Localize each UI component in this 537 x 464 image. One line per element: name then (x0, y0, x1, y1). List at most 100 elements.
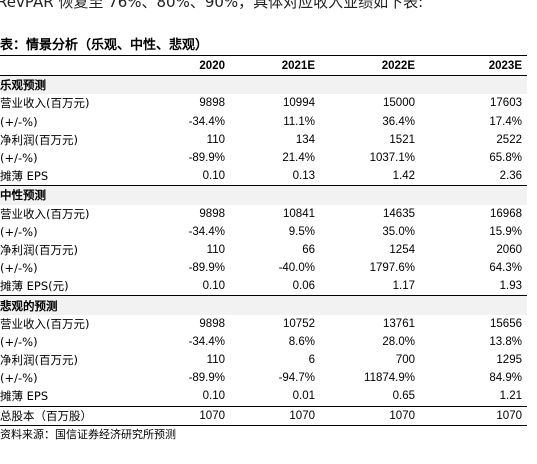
row-label: 净利润(百万元) (0, 242, 78, 257)
value-cell: 13.8% (489, 335, 522, 348)
data-row: 营业收入(百万元) 9898 10841 14635 16968 (0, 205, 527, 223)
value-cell: 110 (206, 133, 225, 146)
data-row: 净利润(百万元) 110 6 700 1295 (0, 351, 527, 369)
table-body: 2020 2021E 2022E 2023E 乐观预测 营业收入(百万元) 9898 1099… (0, 57, 527, 426)
value-cell: 1.93 (499, 280, 522, 293)
value-cell: 1.17 (392, 280, 415, 293)
value-cell: -34.4% (188, 115, 225, 128)
header-row: 2020 2021E 2022E 2023E (0, 57, 527, 77)
row-label: 摊薄 EPS(元) (0, 279, 69, 294)
data-row: 营业收入(百万元) 9898 10994 15000 17603 (0, 94, 527, 112)
value-cell: 0.10 (202, 280, 225, 293)
value-cell: 17603 (490, 97, 522, 110)
value-cell: 1070 (420, 405, 527, 426)
value-cell: -89.9% (188, 152, 225, 165)
row-label: (+/-%) (0, 261, 38, 276)
value-cell: 110 (206, 354, 225, 367)
data-row: 净利润(百万元) 110 134 1521 2522 (0, 131, 527, 149)
value-cell: 36.4% (382, 115, 415, 128)
value-cell: 9898 (199, 207, 225, 220)
header-cell: 2022E (320, 57, 420, 77)
value-cell: 66 (302, 243, 315, 256)
value-cell: 11.1% (283, 115, 315, 128)
row-label: (+/-%) (0, 151, 38, 166)
row-label: 摊薄 EPS (0, 169, 49, 184)
value-cell: 700 (395, 354, 415, 367)
header-cell: 2020 (150, 57, 230, 77)
value-cell: -34.4% (188, 225, 225, 238)
value-cell: 1070 (150, 405, 230, 426)
value-cell: 1.42 (392, 170, 415, 183)
value-cell: 1.21 (499, 390, 522, 403)
data-row: 摊薄 EPS 0.10 0.13 1.42 2.36 (0, 167, 527, 186)
value-cell: 0.06 (292, 280, 315, 293)
value-cell: 17.4% (489, 115, 522, 128)
value-cell: 65.8% (489, 152, 522, 165)
section-title: 中性预测 (0, 185, 527, 205)
value-cell: 8.6% (288, 335, 315, 348)
scenario-table: 2020 2021E 2022E 2023E 乐观预测 营业收入(百万元) 9898 1099… (0, 57, 527, 426)
row-label: 摊薄 EPS (0, 389, 49, 404)
value-cell: 1295 (496, 354, 522, 367)
section-row: 悲观的预测 (0, 295, 527, 315)
value-cell: -89.9% (188, 262, 225, 275)
value-cell: 2522 (496, 133, 522, 146)
row-label: (+/-%) (0, 224, 38, 239)
top-rule (0, 55, 527, 56)
value-cell: 0.10 (202, 390, 225, 403)
section-title: 悲观的预测 (0, 295, 527, 315)
row-label: 净利润(百万元) (0, 132, 78, 147)
value-cell: 110 (206, 243, 225, 256)
value-cell: 64.3% (489, 262, 522, 275)
value-cell: 2060 (496, 243, 522, 256)
section-row: 乐观预测 (0, 75, 527, 95)
value-cell: 15656 (490, 317, 522, 330)
value-cell: 10841 (283, 207, 315, 220)
value-cell: 21.4% (282, 152, 315, 165)
data-row: (+/-%) -89.9% -94.7% 11874.9% 84.9% (0, 369, 527, 387)
value-cell: 1254 (389, 243, 415, 256)
value-cell: 6 (308, 354, 315, 367)
data-row: 营业收入(百万元) 9898 10752 13761 15656 (0, 315, 527, 333)
row-label: (+/-%) (0, 371, 38, 386)
data-row: 净利润(百万元) 110 66 1254 2060 (0, 241, 527, 259)
value-cell: -40.0% (278, 262, 315, 275)
value-cell: 9898 (199, 317, 225, 330)
value-cell: 15.9% (489, 225, 522, 238)
value-cell: 1521 (389, 133, 415, 146)
data-row: (+/-%) -34.4% 9.5% 35.0% 15.9% (0, 223, 527, 241)
value-cell: 10752 (283, 317, 315, 330)
header-cell: 2021E (230, 57, 320, 77)
row-label: 营业收入(百万元) (0, 206, 90, 221)
value-cell: 9898 (199, 97, 225, 110)
value-cell: 0.01 (292, 390, 315, 403)
section-title: 乐观预测 (0, 75, 527, 95)
data-row: (+/-%) -34.4% 11.1% 36.4% 17.4% (0, 113, 527, 131)
value-cell: 15000 (383, 97, 415, 110)
value-cell: -94.7% (278, 372, 315, 385)
value-cell: 1070 (320, 405, 420, 426)
value-cell: -89.9% (188, 372, 225, 385)
row-label: 营业收入(百万元) (0, 316, 90, 331)
row-label: 营业收入(百万元) (0, 96, 90, 111)
value-cell: 13761 (383, 317, 415, 330)
value-cell: 11874.9% (364, 372, 415, 385)
value-cell: 0.13 (292, 170, 315, 183)
header-cell (0, 57, 150, 77)
row-label: 总股本（百万股） (0, 405, 150, 426)
value-cell: 16968 (490, 207, 522, 220)
value-cell: 1070 (230, 405, 320, 426)
value-cell: 0.65 (392, 390, 415, 403)
value-cell: 14635 (383, 207, 415, 220)
data-row: (+/-%) -34.4% 8.6% 28.0% 13.8% (0, 333, 527, 351)
value-cell: 28.0% (382, 335, 415, 348)
value-cell: 2.36 (499, 170, 522, 183)
source-note: 资料来源：国信证券经济研究所预测 (0, 428, 176, 441)
intro-text: RevPAR 恢复至 76%、80%、90%，具体对应收入业绩如下表: (0, 0, 424, 11)
value-cell: 134 (295, 133, 315, 146)
table-title: 表：情景分析（乐观、中性、悲观） (0, 38, 209, 53)
data-row: 摊薄 EPS 0.10 0.01 0.65 1.21 (0, 387, 527, 406)
data-row: (+/-%) -89.9% -40.0% 1797.6% 64.3% (0, 259, 527, 277)
data-row: 摊薄 EPS(元) 0.10 0.06 1.17 1.93 (0, 277, 527, 296)
